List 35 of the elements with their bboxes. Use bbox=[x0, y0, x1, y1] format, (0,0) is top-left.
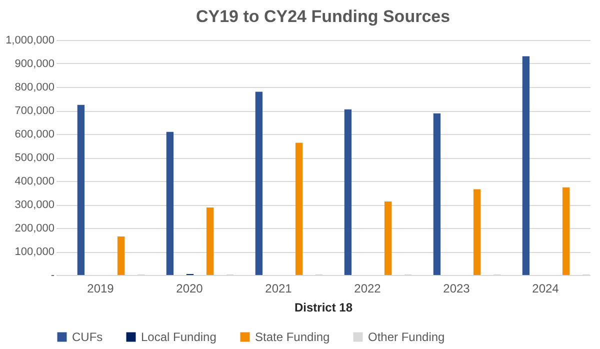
bar bbox=[473, 189, 481, 275]
bar bbox=[295, 142, 303, 275]
bar bbox=[562, 187, 570, 275]
bar bbox=[206, 208, 214, 275]
legend-label: Other Funding bbox=[368, 330, 445, 344]
legend-label: CUFs bbox=[72, 330, 103, 344]
legend-label: Local Funding bbox=[141, 330, 216, 344]
y-tick-label: 500,000 bbox=[14, 152, 54, 164]
y-tick-label: 800,000 bbox=[14, 82, 54, 94]
bar bbox=[117, 236, 125, 275]
bar bbox=[166, 132, 174, 275]
legend-label: State Funding bbox=[255, 330, 330, 344]
chart-title: CY19 to CY24 Funding Sources bbox=[196, 7, 450, 26]
bar bbox=[384, 201, 392, 275]
bar bbox=[522, 56, 530, 275]
y-tick-label: 600,000 bbox=[14, 128, 54, 140]
bar bbox=[255, 92, 263, 275]
y-tick-label: 700,000 bbox=[14, 105, 54, 117]
y-tick-label: 100,000 bbox=[14, 246, 54, 258]
bar bbox=[433, 113, 441, 275]
bar bbox=[77, 104, 85, 275]
x-axis-title: District 18 bbox=[294, 300, 353, 314]
bar bbox=[344, 109, 352, 275]
x-tick-label: 2021 bbox=[265, 282, 292, 296]
x-tick-label: 2020 bbox=[176, 282, 204, 296]
x-tick-label: 2019 bbox=[87, 282, 114, 296]
x-tick-label: 2022 bbox=[354, 282, 382, 296]
y-tick-label: 900,000 bbox=[14, 58, 54, 70]
x-tick-label: 2024 bbox=[532, 282, 560, 296]
y-tick-label: 400,000 bbox=[14, 176, 54, 188]
y-tick-label: 1,000,000 bbox=[6, 34, 54, 46]
x-tick-label: 2023 bbox=[443, 282, 470, 296]
y-tick-label: 300,000 bbox=[14, 199, 54, 211]
y-tick-label: - bbox=[50, 270, 55, 282]
y-tick-label: 200,000 bbox=[14, 222, 54, 234]
